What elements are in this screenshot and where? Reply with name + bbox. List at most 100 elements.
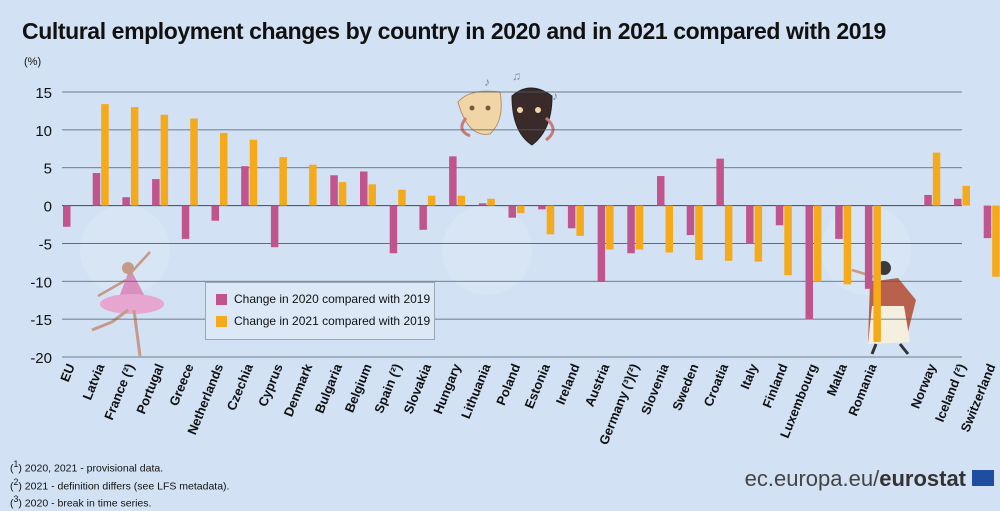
x-tick-label: Greece	[166, 362, 196, 409]
y-tick-label: 5	[44, 161, 52, 178]
legend-item-2021: Change in 2021 compared with 2019	[216, 314, 430, 328]
bar-2021-2	[130, 107, 139, 206]
x-tick-label: Spain (²)	[371, 362, 404, 416]
footnotes: (1) 2020, 2021 - provisional data. (2) 2…	[10, 458, 229, 511]
legend-swatch-2021	[216, 315, 227, 327]
watermark-center-icon	[442, 205, 532, 295]
legend-swatch-2020	[216, 293, 227, 305]
svg-text:♪: ♪	[484, 75, 490, 89]
x-tick-label: Hungary	[430, 361, 464, 416]
bar-2021-10	[368, 184, 376, 206]
bar-2020-25	[805, 205, 813, 320]
footnote-3: (3) 2020 - break in time series.	[10, 494, 152, 510]
y-tick-label: -15	[30, 312, 52, 329]
bar-2020-24	[775, 205, 784, 226]
bar-2021-4	[190, 118, 198, 206]
bar-2020-31	[983, 205, 992, 239]
bar-2020-29	[924, 194, 932, 206]
y-axis-ticks: 15 10 5 0 -5 -10 -15 -20	[30, 85, 52, 367]
bar-2020-13	[449, 156, 457, 206]
x-tick-label: France (²)	[101, 362, 137, 423]
x-tick-label: Slovenia	[638, 361, 672, 417]
bar-2021-7	[279, 157, 287, 206]
bar-2021-9	[338, 182, 347, 206]
bar-2021-18	[606, 205, 614, 250]
legend-label-2020: Change in 2020 compared with 2019	[234, 292, 431, 306]
y-tick-label: 0	[44, 199, 52, 216]
watermark-left-icon	[80, 205, 170, 295]
x-tick-label: Austria	[582, 361, 613, 409]
footnote-1: (1) 2020, 2021 - provisional data.	[10, 459, 164, 475]
bar-2020-9	[330, 175, 338, 206]
bar-2021-3	[160, 114, 169, 206]
legend-item-2020: Change in 2020 compared with 2019	[216, 292, 430, 306]
x-tick-label: Belgium	[342, 362, 375, 415]
x-tick-label: Italy	[737, 361, 761, 391]
bar-2021-15	[517, 205, 525, 214]
x-tick-label: Bulgaria	[312, 361, 346, 416]
bar-2021-29	[932, 152, 941, 206]
bar-2021-30	[962, 185, 970, 206]
x-tick-label: Slovakia	[401, 361, 435, 416]
x-tick-label: Norway	[908, 361, 940, 411]
svg-text:♪: ♪	[552, 89, 558, 103]
bar-2020-23	[746, 205, 754, 244]
svg-text:♫: ♫	[512, 69, 521, 83]
y-axis-unit: (%)	[24, 56, 42, 68]
x-tick-label: Sweden	[669, 361, 701, 412]
bar-2020-15	[508, 205, 516, 218]
bar-2020-5	[211, 205, 219, 221]
bar-2021-19	[635, 205, 644, 250]
bar-2020-6	[241, 166, 249, 206]
bar-2020-12	[419, 205, 427, 230]
bar-2021-14	[487, 198, 495, 206]
x-tick-label: Malta	[824, 361, 851, 398]
footnote-2: (2) 2021 - definition differs (see LFS m…	[10, 476, 230, 493]
bar-2020-1	[92, 173, 101, 206]
bar-2020-17	[567, 205, 576, 229]
bar-2021-24	[784, 205, 792, 276]
eu-flag-icon	[972, 470, 994, 486]
bar-2021-1	[101, 104, 109, 206]
y-tick-label: -5	[39, 236, 52, 253]
x-tick-label: Czechia	[224, 361, 257, 413]
bar-2020-11	[389, 205, 398, 254]
bar-2020-4	[181, 205, 190, 239]
x-tick-label: Ireland	[553, 361, 583, 406]
bar-2021-8	[309, 164, 317, 206]
y-tick-label: 10	[35, 123, 52, 140]
legend: Change in 2020 compared with 2019 Change…	[205, 282, 435, 340]
bar-2021-25	[814, 205, 822, 282]
y-tick-label: -20	[30, 350, 52, 367]
bar-2020-2	[122, 197, 130, 206]
x-tick-label: Romania	[845, 361, 880, 418]
bar-2020-18	[597, 205, 606, 283]
bar-2021-22	[724, 205, 733, 261]
bar-2021-16	[546, 205, 555, 235]
x-tick-label: Cyprus	[255, 362, 286, 409]
bar-2020-3	[152, 179, 160, 206]
bars	[63, 104, 1000, 342]
x-tick-label: EU	[57, 362, 78, 384]
bar-2020-20	[657, 176, 665, 206]
bar-2021-13	[457, 195, 466, 206]
bar-2020-19	[627, 205, 635, 254]
bar-2021-12	[427, 195, 436, 206]
x-tick-label: Portugal	[133, 362, 167, 417]
bar-2021-5	[220, 132, 228, 206]
source-link[interactable]: ec.europa.eu/eurostat	[744, 466, 966, 491]
x-tick-label: Denmark	[281, 361, 316, 419]
bar-2021-23	[754, 205, 763, 262]
bar-2021-11	[398, 189, 406, 206]
chart-title: Cultural employment changes by country i…	[22, 18, 886, 44]
bar-2020-30	[954, 198, 962, 206]
ballerina-icon	[91, 251, 164, 357]
bar-2020-16	[538, 205, 546, 210]
bar-2020-7	[270, 205, 279, 248]
bar-2020-22	[716, 158, 724, 206]
bar-2021-6	[249, 139, 258, 206]
bar-2021-21	[695, 205, 703, 261]
legend-label-2021: Change in 2021 compared with 2019	[234, 314, 431, 328]
